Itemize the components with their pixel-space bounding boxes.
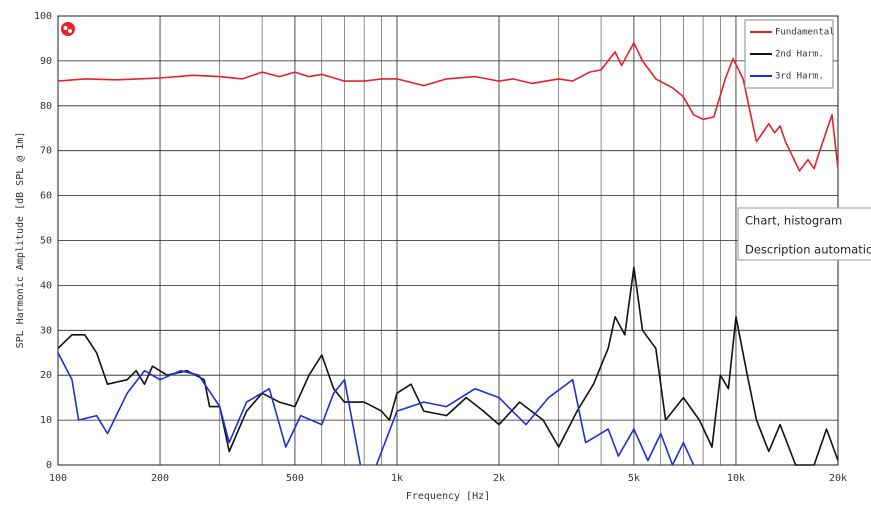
tooltip-box [737, 207, 871, 261]
logo [61, 22, 75, 36]
y-tick-label: 10 [40, 415, 52, 426]
series-line [57, 352, 695, 466]
x-tick-label: 500 [286, 473, 304, 484]
x-axis-label: Frequency [Hz] [406, 491, 490, 502]
y-tick-label: 100 [34, 11, 52, 22]
y-tick-label: 0 [46, 460, 52, 471]
x-tick-label: 10k [727, 473, 745, 484]
y-tick-label: 70 [40, 146, 52, 157]
y-tick-label: 50 [40, 236, 52, 247]
legend-label: 2nd Harm. [775, 50, 824, 60]
x-tick-label: 20k [829, 473, 847, 484]
legend-label: 3rd Harm. [775, 72, 824, 82]
x-tick-label: 1k [391, 473, 403, 484]
y-axis-label: SPL Harmonic Amplitude [dB SPL @ 1m] [15, 132, 26, 349]
y-tick-label: 20 [40, 370, 52, 381]
y-tick-label: 60 [40, 191, 52, 202]
series-line [57, 42, 839, 172]
tooltip-line: Chart, histogram [745, 214, 842, 228]
lines [57, 42, 839, 466]
tooltip-line: Description automatical [745, 243, 871, 257]
x-tick-label: 200 [151, 473, 169, 484]
x-tick-label: 2k [493, 473, 505, 484]
y-tick-label: 30 [40, 325, 52, 336]
y-tick-label: 90 [40, 56, 52, 67]
tooltip: Chart, histogram Description automatical [737, 207, 871, 261]
series-line [57, 266, 839, 466]
x-tick-label: 5k [628, 473, 640, 484]
legend-label: Fundamental [775, 28, 835, 38]
legend: Fundamental 2nd Harm. 3rd Harm. [744, 19, 835, 89]
x-tick-label: 100 [49, 473, 67, 484]
y-tick-label: 80 [40, 101, 52, 112]
y-tick-label: 40 [40, 280, 52, 291]
